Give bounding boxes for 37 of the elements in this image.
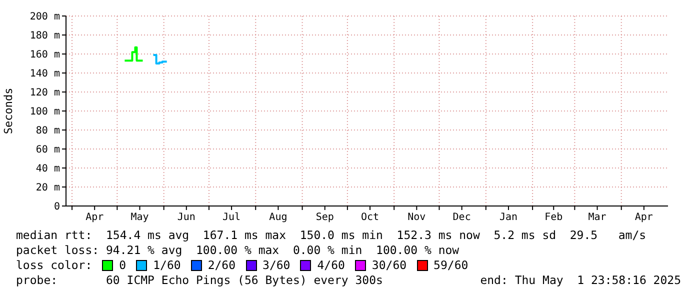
y-tick-label: 120 m — [30, 88, 60, 99]
x-tick-label: Apr — [86, 212, 104, 223]
y-tick-label: 60 m — [36, 144, 60, 156]
x-tick-label: Feb — [544, 212, 563, 223]
legend-label: 30/60 — [372, 258, 407, 273]
y-tick-label: 20 m — [36, 182, 60, 194]
legend-label: 59/60 — [434, 258, 468, 273]
x-tick-label: Sep — [316, 212, 334, 223]
text: median rtt: 154.4 ms avg 167.1 ms max 150.0 ms min 152.3 ms now 5.2 ms sd 29.5 am/s — [16, 228, 648, 243]
x-tick-label: Apr — [634, 212, 653, 223]
y-axis-title: Seconds — [2, 88, 15, 134]
legend-label: 3/60 — [262, 258, 290, 273]
legend-title: loss color: — [16, 258, 92, 273]
x-tick-label: Jan — [499, 212, 518, 223]
x-tick-label: Mar — [588, 212, 606, 223]
y-tick-label: 200 m — [30, 12, 60, 23]
x-tick-label: Nov — [408, 212, 426, 223]
y-tick-label: 80 m — [36, 126, 60, 137]
x-tick-label: May — [130, 212, 149, 223]
x-tick-label: Jul — [222, 212, 241, 223]
x-tick-label: Aug — [269, 212, 288, 223]
x-tick-label: Dec — [452, 212, 471, 223]
y-tick-label: 40 m — [36, 164, 60, 175]
legend-label: 2/60 — [208, 258, 236, 273]
y-tick-label: 180 m — [30, 30, 60, 42]
legend-label: 0 — [119, 258, 126, 273]
legend-label: 1/60 — [153, 258, 181, 273]
x-tick-label: Jun — [177, 212, 196, 223]
y-tick-label: 160 m — [30, 50, 60, 61]
text: end: Thu May 1 23:58:16 2025 — [480, 273, 681, 288]
text: packet loss: 94.21 % avg 100.00 % max 0.00 % min 100.00 % now — [16, 243, 460, 258]
legend-label: 4/60 — [317, 258, 345, 273]
y-tick-label: 0 — [54, 202, 60, 213]
text: probe: 60 ICMP Echo Pings (56 Bytes) every 300s — [16, 273, 383, 288]
y-tick-label: 140 m — [30, 68, 60, 80]
y-tick-label: 100 m — [30, 106, 60, 118]
x-tick-label: Oct — [360, 212, 380, 223]
